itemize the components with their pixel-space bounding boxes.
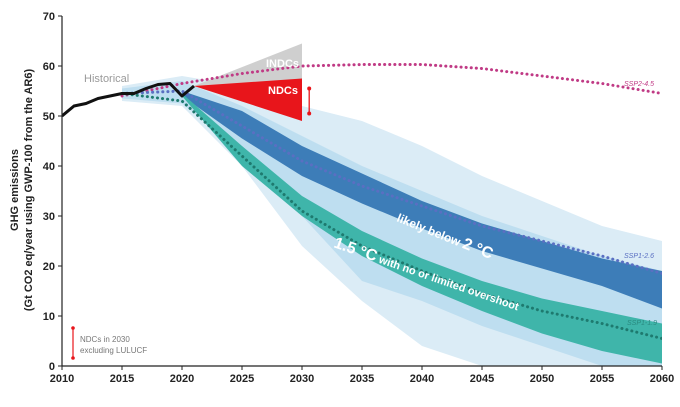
x-tick-label: 2055 — [590, 373, 614, 385]
indcs-band — [194, 43, 302, 86]
ssp1-26-line — [120, 89, 662, 275]
y-tick-label: 30 — [43, 211, 55, 223]
historical-label: Historical — [84, 73, 129, 85]
y-tick-label: 70 — [43, 11, 55, 23]
x-tick-label: 2035 — [350, 373, 374, 385]
ndcs-label: NDCs — [268, 85, 298, 97]
x-tick-label: 2060 — [650, 373, 674, 385]
historical-line — [62, 82, 195, 118]
x-tick-label: 2020 — [170, 373, 194, 385]
ssp1-19-label: SSP1-1.9 — [627, 320, 657, 327]
y-tick-label: 10 — [43, 311, 55, 323]
y-tick-label: 50 — [43, 111, 55, 123]
y-axis-label-line2: (Gt CO2 eq/year using GWP-100 from the A… — [23, 69, 35, 312]
x-tick-label: 2030 — [290, 373, 314, 385]
note-line2: excluding LULUCF — [80, 346, 147, 355]
y-tick-label: 60 — [43, 61, 55, 73]
ndc-range-bottom-dot — [307, 111, 312, 116]
x-tick-label: 2040 — [410, 373, 434, 385]
ssp2-45-label: SSP2-4.5 — [624, 81, 654, 88]
note-line1: NDCs in 2030 — [80, 335, 130, 344]
y-tick-label: 40 — [43, 161, 55, 173]
ndc-excl-lulucf-note: NDCs in 2030 excluding LULUCF — [71, 326, 147, 360]
ndc-range-top-dot — [307, 86, 312, 91]
x-tick-label: 2015 — [110, 373, 134, 385]
ssp2-45-line — [120, 63, 662, 98]
y-tick-label: 20 — [43, 261, 55, 273]
limited-overshoot-band — [182, 93, 662, 364]
likely-below-2c-band — [182, 91, 662, 309]
x-tick-label: 2050 — [530, 373, 554, 385]
ndcs-band — [194, 78, 302, 121]
ssp1-26-label: SSP1-2.6 — [624, 253, 654, 260]
x-tick-label: 2045 — [470, 373, 494, 385]
indcs-label: INDCs — [266, 58, 299, 70]
x-tick-label: 2010 — [50, 373, 74, 385]
x-tick-label: 2025 — [230, 373, 254, 385]
y-tick-label: 0 — [49, 361, 55, 373]
ssp1-19-line — [120, 92, 662, 340]
y-axis-label-line1: GHG emissions — [9, 149, 21, 231]
